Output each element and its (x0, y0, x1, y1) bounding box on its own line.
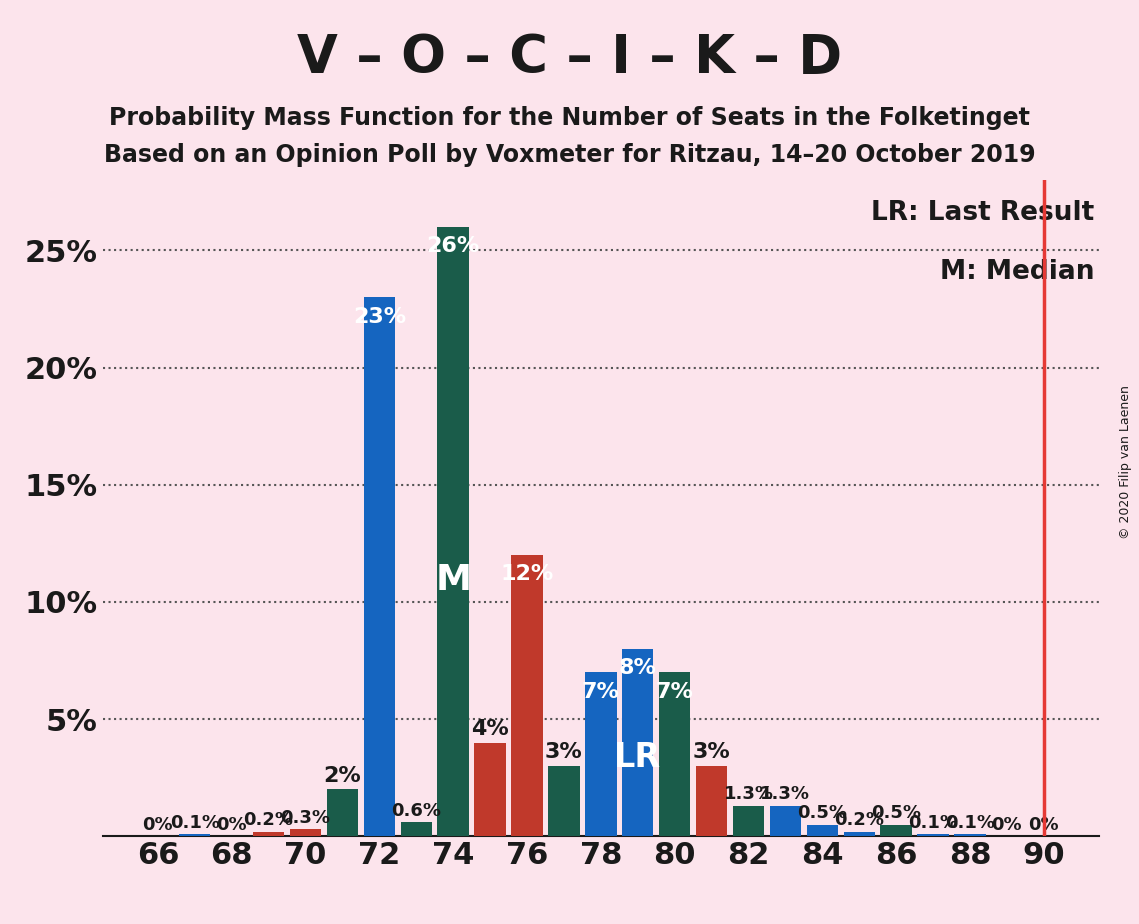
Bar (659, 673, 690, 836)
Bar (289, 829, 321, 836)
Bar (585, 673, 616, 836)
Bar (327, 789, 358, 836)
Text: 0.2%: 0.2% (244, 811, 294, 829)
Text: 7%: 7% (582, 682, 620, 701)
Bar (622, 649, 654, 836)
Text: 1.3%: 1.3% (761, 785, 810, 804)
Text: 0%: 0% (216, 816, 247, 833)
Text: 0.3%: 0.3% (280, 808, 330, 827)
Bar (253, 832, 285, 836)
Bar (806, 824, 838, 836)
Text: 3%: 3% (693, 742, 730, 762)
Text: 0%: 0% (992, 816, 1022, 833)
Bar (511, 555, 542, 836)
Bar (696, 766, 727, 836)
Text: 8%: 8% (618, 658, 657, 678)
Text: Based on an Opinion Poll by Voxmeter for Ritzau, 14–20 October 2019: Based on an Opinion Poll by Voxmeter for… (104, 143, 1035, 167)
Text: LR: LR (614, 741, 662, 774)
Text: 0.1%: 0.1% (170, 813, 220, 832)
Bar (880, 824, 912, 836)
Bar (437, 227, 469, 836)
Text: 12%: 12% (500, 565, 554, 585)
Bar (401, 822, 432, 836)
Text: 26%: 26% (426, 237, 480, 257)
Text: Probability Mass Function for the Number of Seats in the Folketinget: Probability Mass Function for the Number… (109, 106, 1030, 130)
Text: 0.1%: 0.1% (945, 813, 995, 832)
Text: LR: Last Result: LR: Last Result (871, 200, 1095, 225)
Text: M: M (435, 564, 472, 597)
Bar (917, 833, 949, 836)
Text: V – O – C – I – K – D: V – O – C – I – K – D (297, 32, 842, 84)
Text: 3%: 3% (546, 742, 583, 762)
Text: © 2020 Filip van Laenen: © 2020 Filip van Laenen (1118, 385, 1132, 539)
Text: 0.6%: 0.6% (392, 802, 441, 820)
Bar (844, 832, 875, 836)
Bar (954, 833, 985, 836)
Text: 4%: 4% (472, 719, 509, 739)
Text: 7%: 7% (656, 682, 694, 701)
Bar (732, 806, 764, 836)
Bar (179, 833, 211, 836)
Text: 0%: 0% (142, 816, 173, 833)
Text: 0%: 0% (1029, 816, 1059, 833)
Text: 0.1%: 0.1% (908, 813, 958, 832)
Bar (475, 743, 506, 836)
Bar (548, 766, 580, 836)
Bar (363, 298, 395, 836)
Text: 0.5%: 0.5% (797, 804, 847, 822)
Text: 0.5%: 0.5% (871, 804, 921, 822)
Bar (770, 806, 801, 836)
Text: 1.3%: 1.3% (723, 785, 773, 804)
Text: 2%: 2% (323, 766, 361, 785)
Text: 23%: 23% (353, 307, 405, 327)
Text: 0.2%: 0.2% (834, 811, 884, 829)
Text: M: Median: M: Median (940, 259, 1095, 285)
